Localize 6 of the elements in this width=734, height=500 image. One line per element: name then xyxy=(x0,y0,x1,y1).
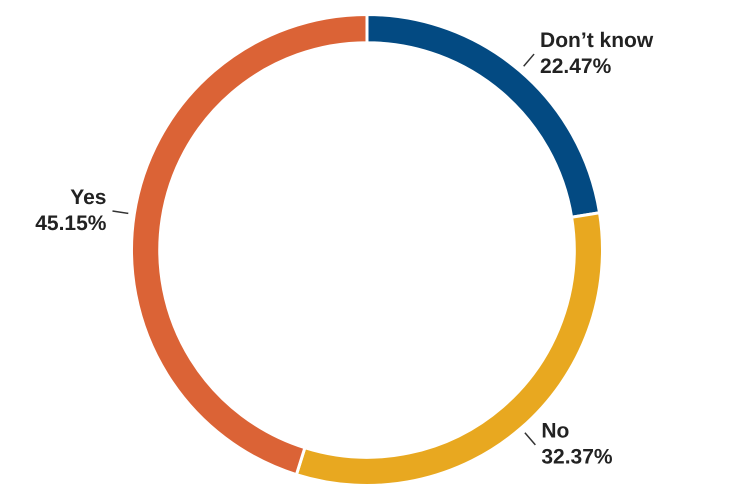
slice-label: Don’t know xyxy=(540,28,654,52)
slice-label: No xyxy=(541,420,570,443)
data-label: 32.37% xyxy=(541,446,613,469)
slice-label: Yes xyxy=(70,186,106,209)
data-label: 22.47% xyxy=(540,54,612,78)
data-label: 45.15% xyxy=(35,212,107,235)
